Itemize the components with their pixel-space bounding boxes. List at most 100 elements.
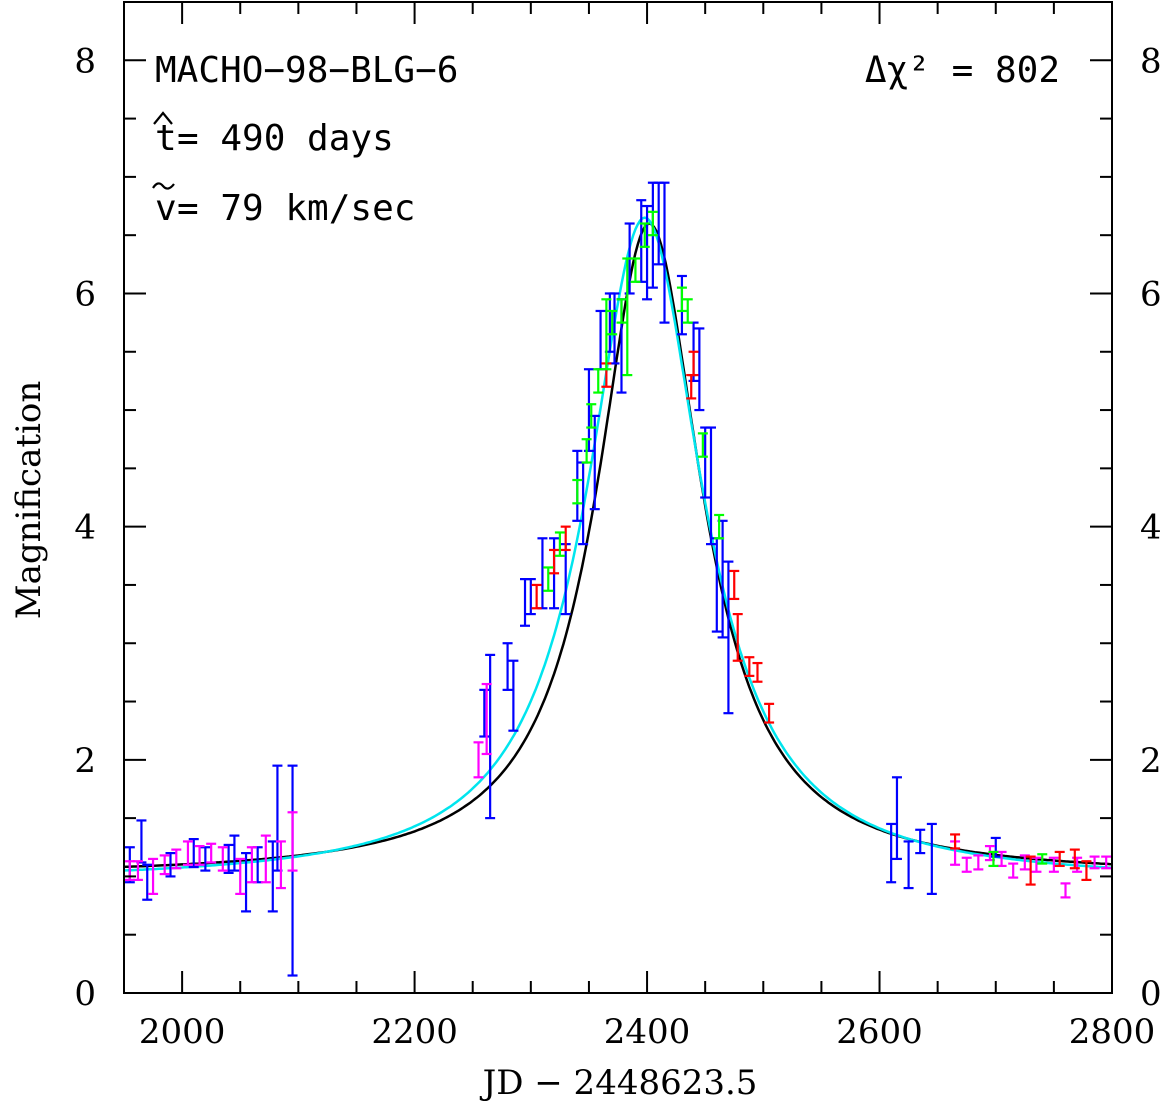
error-bar: [229, 834, 240, 872]
error-bar: [1037, 853, 1048, 865]
fit-curve-1: [123, 222, 1113, 869]
error-bar: [223, 843, 234, 875]
y-tick-label: 0: [74, 974, 96, 1014]
error-bar: [194, 844, 205, 866]
error-bar: [165, 851, 176, 878]
error-bar: [267, 840, 278, 913]
error-bar: [973, 854, 984, 871]
error-bar: [206, 842, 217, 864]
event-name: MACHO−98−BLG−6: [155, 50, 458, 91]
error-bar: [1025, 855, 1036, 886]
error-bar: [1069, 848, 1080, 870]
error-bar: [560, 525, 571, 552]
error-bar: [595, 309, 606, 371]
that-symbol: t: [155, 118, 177, 159]
vtilde-value: = 79 km/sec: [177, 188, 415, 229]
error-bar: [950, 833, 961, 850]
error-bar: [525, 578, 536, 616]
error-bar: [607, 309, 618, 336]
error-bar: [132, 860, 143, 882]
error-bar: [601, 298, 612, 371]
error-bar: [1019, 854, 1030, 871]
error-bar: [586, 403, 597, 429]
x-tick-label: 2400: [604, 1012, 691, 1052]
y-tick-label: 4: [74, 508, 96, 548]
error-bar: [531, 583, 542, 610]
error-bar: [886, 822, 897, 884]
error-bar: [217, 846, 228, 872]
error-bar: [508, 659, 519, 732]
error-bar: [473, 741, 484, 779]
error-bar: [554, 531, 565, 557]
error-bar: [729, 569, 740, 601]
error-bar: [479, 688, 490, 738]
error-bar: [705, 426, 716, 546]
that-annotation: t = 490 days: [153, 111, 394, 159]
plot-frame: [123, 1, 1113, 994]
error-bar: [142, 863, 153, 901]
error-bar: [639, 222, 650, 248]
error-bar: [543, 566, 554, 592]
error-bar: [630, 257, 641, 283]
error-bar: [891, 776, 902, 861]
error-bar: [260, 834, 271, 884]
hat-glyph: [153, 111, 173, 125]
x-tick-label: 2000: [139, 1012, 226, 1052]
error-bar: [549, 548, 560, 575]
error-bar: [694, 327, 705, 412]
error-bar: [252, 846, 263, 884]
error-bar: [744, 656, 755, 677]
tilde-glyph: [152, 182, 175, 190]
error-bar: [241, 851, 252, 913]
y-tick-label-right: 2: [1140, 741, 1162, 781]
error-bar: [647, 210, 658, 237]
vtilde-annotation: v = 79 km/sec: [152, 182, 415, 229]
error-bar: [1060, 882, 1071, 899]
error-bar: [915, 828, 926, 855]
error-bar: [1008, 862, 1019, 879]
error-bar: [593, 368, 604, 394]
that-value: = 490 days: [177, 118, 394, 159]
x-tick-label: 2600: [836, 1012, 923, 1052]
error-bar: [485, 653, 496, 820]
fit-curves: [123, 216, 1113, 872]
error-bar: [642, 204, 653, 301]
error-bar: [1101, 855, 1112, 870]
error-bar: [246, 846, 257, 884]
error-bar: [1054, 850, 1065, 868]
error-bar: [764, 702, 775, 724]
error-bar: [520, 578, 531, 627]
x-tick-label: 2800: [1069, 1012, 1156, 1052]
error-bar: [682, 298, 693, 324]
error-bar: [171, 848, 182, 870]
delta-chi2: Δχ² = 802: [865, 50, 1060, 91]
y-tick-label: 8: [74, 41, 96, 81]
x-axis-title: JD − 2448623.5: [480, 1063, 758, 1103]
error-bar: [1081, 860, 1092, 882]
error-bar: [287, 811, 298, 872]
y-tick-label: 2: [74, 741, 96, 781]
error-bar: [659, 181, 670, 324]
error-bar: [676, 286, 687, 313]
y-tick-label-right: 4: [1140, 508, 1162, 548]
error-bar: [188, 838, 199, 869]
x-tick-label: 2200: [371, 1012, 458, 1052]
vtilde-symbol: v: [155, 188, 177, 229]
y-tick-label-right: 8: [1140, 41, 1162, 81]
error-bar: [961, 856, 972, 873]
error-bar: [926, 822, 937, 896]
error-bar: [148, 857, 159, 896]
error-bar: [200, 846, 211, 872]
error-bar: [714, 513, 725, 540]
y-axis-title: Magnification: [9, 381, 49, 620]
y-tick-label-right: 0: [1140, 974, 1162, 1014]
error-bar: [502, 642, 513, 691]
y-tick-label-right: 6: [1140, 274, 1162, 314]
error-bar: [732, 612, 743, 662]
error-bar: [275, 840, 286, 890]
error-bar: [537, 537, 548, 610]
data-points: [124, 181, 1112, 977]
fit-curve-2: [123, 216, 1113, 872]
